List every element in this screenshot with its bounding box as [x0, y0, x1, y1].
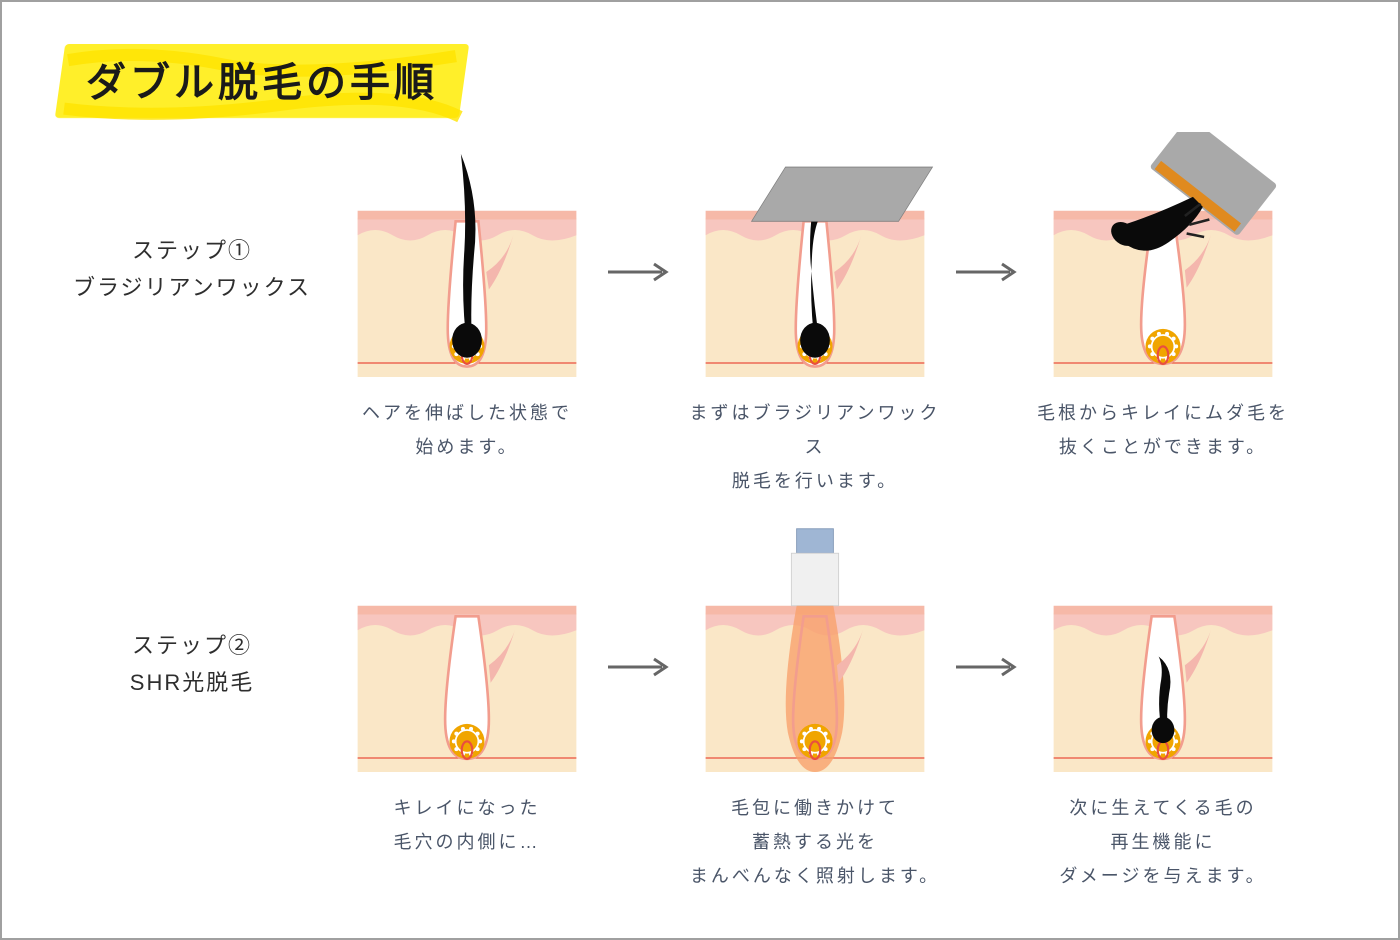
arrow-icon [950, 657, 1028, 677]
arrow-icon [950, 262, 1028, 282]
diagram-cell: ヘアを伸ばした状態で 始めます。 [332, 132, 602, 464]
step-label: ステップ① ブラジリアンワックス [52, 232, 332, 307]
skin-diagram-shr_beam [680, 527, 950, 777]
skin-diagram-wax_applied [680, 132, 950, 382]
diagram-caption: 毛包に働きかけて 蓄熱する光を まんべんなく照射します。 [680, 791, 950, 894]
diagram-cell: キレイになった 毛穴の内側に… [332, 527, 602, 859]
diagram-cell: 毛包に働きかけて 蓄熱する光を まんべんなく照射します。 [680, 527, 950, 894]
page-title-wrap: ダブル脱毛の手順 [60, 44, 464, 118]
step-cells: キレイになった 毛穴の内側に… 毛包に働きかけて 蓄熱する光を まんべんなく照射… [332, 527, 1298, 894]
diagram-cell: 毛根からキレイにムダ毛を 抜くことができます。 [1028, 132, 1298, 464]
diagram-caption: 毛根からキレイにムダ毛を 抜くことができます。 [1028, 396, 1298, 464]
arrow-icon [602, 262, 680, 282]
diagram-caption: キレイになった 毛穴の内側に… [332, 791, 602, 859]
step-label: ステップ② SHR光脱毛 [52, 627, 332, 702]
diagram-caption: ヘアを伸ばした状態で 始めます。 [332, 396, 602, 464]
step-row: ステップ② SHR光脱毛 キレイになった 毛穴の内側に… [2, 527, 1398, 894]
skin-diagram-regrowth [1028, 527, 1298, 777]
skin-diagram-hair_long [332, 132, 602, 382]
page-title: ダブル脱毛の手順 [60, 44, 464, 118]
skin-diagram-wax_removed [1028, 132, 1298, 382]
step-row: ステップ① ブラジリアンワックス ヘアを伸ばした状態で 始めます。 [2, 132, 1398, 499]
diagram-caption: まずはブラジリアンワックス 脱毛を行います。 [680, 396, 950, 499]
step-cells: ヘアを伸ばした状態で 始めます。 まずはブラジリアンワックス 脱毛を行います。 [332, 132, 1298, 499]
steps-container: ステップ① ブラジリアンワックス ヘアを伸ばした状態で 始めます。 [2, 132, 1398, 938]
skin-diagram-empty_pore [332, 527, 602, 777]
diagram-cell: 次に生えてくる毛の 再生機能に ダメージを与えます。 [1028, 527, 1298, 894]
arrow-icon [602, 657, 680, 677]
diagram-cell: まずはブラジリアンワックス 脱毛を行います。 [680, 132, 950, 499]
diagram-caption: 次に生えてくる毛の 再生機能に ダメージを与えます。 [1028, 791, 1298, 894]
